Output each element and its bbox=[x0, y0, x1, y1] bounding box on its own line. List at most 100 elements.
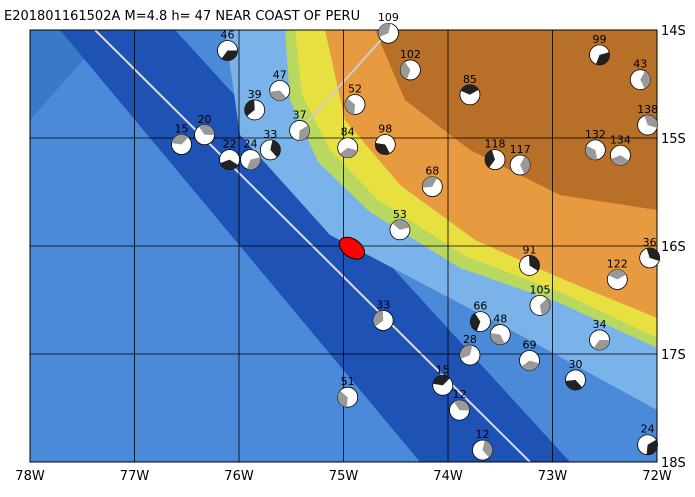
focal-mechanism bbox=[344, 94, 366, 115]
focal-mechanism bbox=[244, 99, 266, 121]
y-tick-label: 15S bbox=[661, 132, 686, 147]
focal-mechanism bbox=[378, 22, 399, 44]
depth-label: 109 bbox=[378, 11, 399, 24]
compression-quadrant bbox=[520, 156, 531, 175]
focal-mechanism bbox=[194, 124, 215, 146]
compression-quadrant bbox=[640, 70, 651, 89]
x-tick-label: 73W bbox=[538, 469, 568, 484]
depth-label: 43 bbox=[633, 58, 647, 71]
focal-mechanism bbox=[584, 139, 606, 161]
depth-label: 33 bbox=[263, 128, 277, 141]
compression-quadrant bbox=[539, 298, 550, 316]
focal-mechanism bbox=[217, 40, 238, 61]
compression-quadrant bbox=[565, 379, 583, 390]
depth-label: 53 bbox=[393, 208, 407, 221]
title: E201801161502A M=4.8 h= 47 NEAR COAST OF… bbox=[4, 9, 360, 24]
compression-quadrant bbox=[422, 176, 438, 188]
focal-mechanism bbox=[372, 310, 394, 331]
compression-quadrant bbox=[221, 50, 238, 61]
x-tick-label: 78W bbox=[15, 469, 45, 484]
depth-label: 24 bbox=[243, 138, 257, 151]
focal-mechanism bbox=[240, 149, 261, 171]
compression-quadrant bbox=[220, 159, 238, 170]
compression-quadrant bbox=[490, 332, 505, 345]
compression-quadrant bbox=[339, 147, 358, 158]
depth-label: 52 bbox=[348, 83, 362, 96]
compression-quadrant bbox=[378, 23, 391, 38]
focal-mechanism bbox=[472, 439, 493, 461]
compression-quadrant bbox=[246, 157, 261, 170]
focal-mechanism bbox=[289, 120, 311, 141]
depth-label: 85 bbox=[463, 73, 477, 86]
depth-label: 37 bbox=[293, 108, 307, 121]
depth-label: 30 bbox=[568, 358, 582, 371]
y-tick-label: 18S bbox=[661, 456, 686, 471]
depth-label: 28 bbox=[463, 333, 477, 346]
focal-mechanism bbox=[606, 269, 628, 290]
depth-label: 117 bbox=[510, 143, 531, 156]
compression-quadrant bbox=[485, 150, 496, 168]
y-tick-label: 16S bbox=[661, 240, 686, 255]
focal-mechanism bbox=[389, 219, 411, 241]
compression-quadrant bbox=[171, 134, 189, 145]
depth-label: 22 bbox=[223, 138, 237, 151]
focal-mechanism bbox=[269, 80, 291, 101]
compression-quadrant bbox=[198, 124, 215, 135]
depth-label: 122 bbox=[607, 257, 628, 270]
compression-quadrant bbox=[595, 52, 610, 65]
focal-mechanism bbox=[484, 149, 506, 171]
compression-quadrant bbox=[373, 310, 384, 327]
compression-quadrant bbox=[460, 84, 479, 95]
depth-label: 84 bbox=[341, 126, 355, 139]
compression-quadrant bbox=[432, 375, 450, 386]
depth-label: 118 bbox=[485, 138, 506, 151]
compression-quadrant bbox=[392, 219, 410, 230]
compression-quadrant bbox=[611, 155, 629, 166]
focal-mechanism bbox=[637, 434, 658, 456]
compression-quadrant bbox=[400, 61, 411, 80]
focal-mechanism bbox=[421, 176, 443, 198]
depth-label: 39 bbox=[248, 88, 262, 101]
focal-mechanism bbox=[399, 59, 421, 81]
depth-label: 68 bbox=[425, 165, 439, 178]
depth-label: 15 bbox=[175, 122, 189, 135]
compression-quadrant bbox=[298, 125, 310, 141]
compression-quadrant bbox=[375, 142, 390, 155]
focal-mechanism bbox=[469, 311, 491, 333]
depth-label: 105 bbox=[529, 283, 550, 296]
depth-label: 66 bbox=[473, 300, 487, 313]
focal-mechanism bbox=[259, 139, 281, 161]
focal-mechanism bbox=[610, 144, 631, 166]
focal-mechanism bbox=[374, 134, 396, 155]
focal-mechanism bbox=[489, 324, 511, 345]
depth-label: 15 bbox=[436, 363, 450, 376]
depth-label: 33 bbox=[376, 299, 390, 312]
depth-label: 20 bbox=[198, 113, 212, 126]
depth-label: 12 bbox=[452, 388, 466, 401]
focal-mechanism bbox=[459, 344, 481, 366]
compression-quadrant bbox=[470, 313, 481, 331]
focal-mechanism bbox=[337, 386, 359, 408]
x-tick-label: 75W bbox=[329, 469, 359, 484]
x-tick-label: 74W bbox=[433, 469, 463, 484]
depth-label: 138 bbox=[637, 103, 658, 116]
x-tick-label: 76W bbox=[224, 469, 254, 484]
focal-mechanism bbox=[589, 329, 610, 351]
depth-label: 69 bbox=[523, 338, 537, 351]
focal-mechanism bbox=[219, 149, 240, 171]
focal-mechanism bbox=[519, 255, 540, 276]
depth-label: 46 bbox=[221, 29, 235, 42]
compression-quadrant bbox=[646, 439, 658, 455]
focal-mechanism bbox=[529, 294, 551, 316]
focal-mechanism bbox=[509, 154, 531, 176]
depth-label: 47 bbox=[273, 68, 287, 81]
compression-quadrant bbox=[608, 269, 627, 280]
focal-mechanism bbox=[565, 369, 586, 391]
compression-quadrant bbox=[482, 440, 493, 458]
compression-quadrant bbox=[459, 345, 473, 359]
focal-mechanism bbox=[432, 374, 454, 396]
compression-quadrant bbox=[521, 360, 540, 371]
compression-quadrant bbox=[453, 400, 470, 411]
compression-quadrant bbox=[269, 90, 287, 101]
focal-mechanism bbox=[637, 114, 658, 136]
